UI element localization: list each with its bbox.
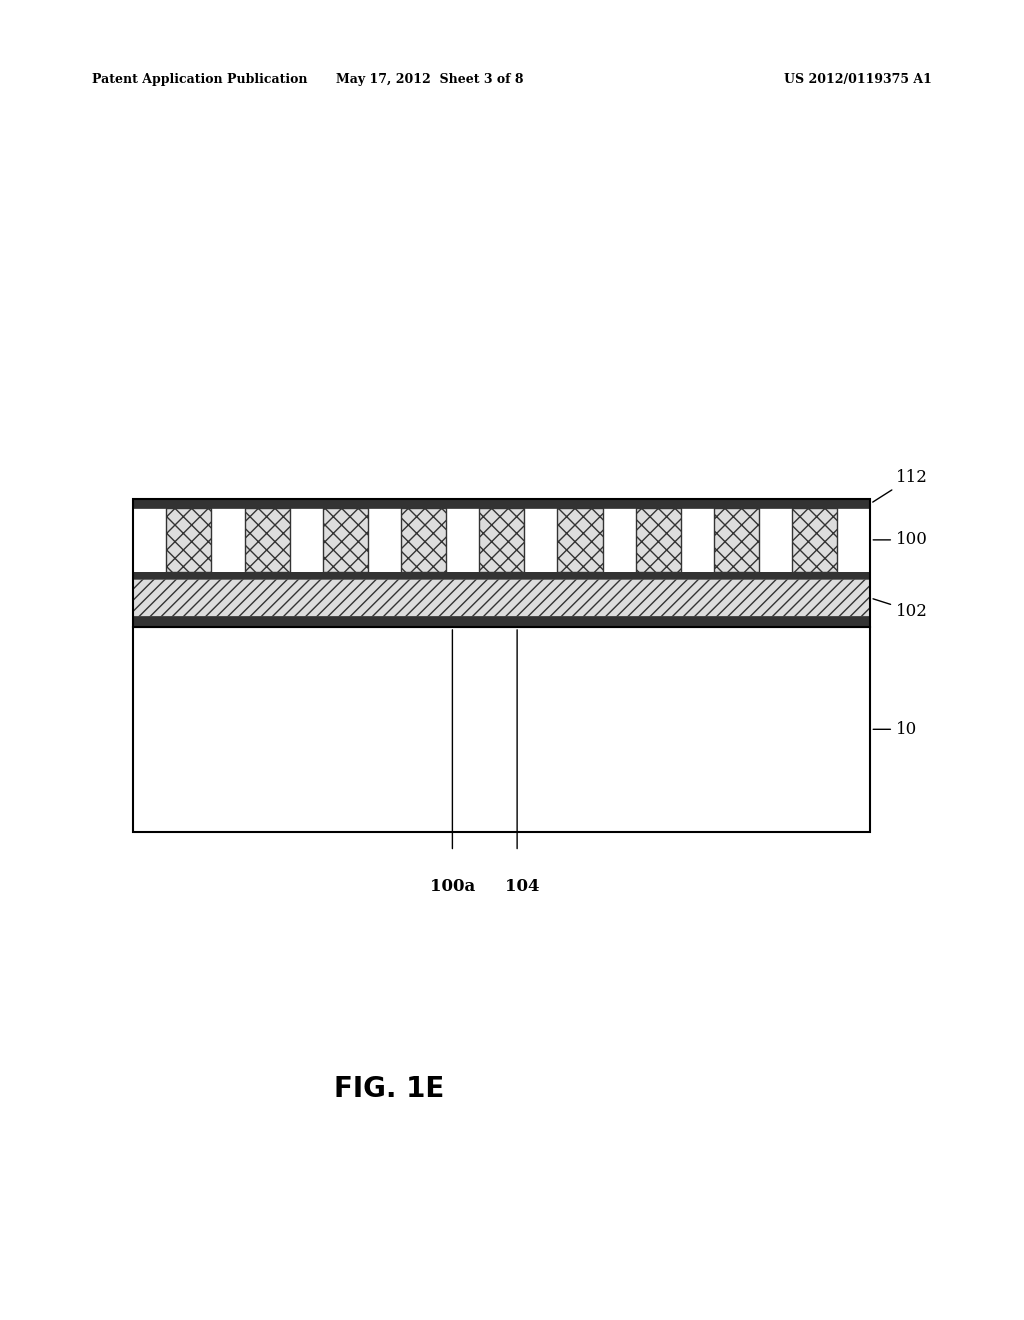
Bar xyxy=(401,508,446,572)
Bar xyxy=(133,572,870,579)
Text: 104: 104 xyxy=(505,878,540,895)
Bar xyxy=(323,508,368,572)
Bar xyxy=(245,508,290,572)
Text: 10: 10 xyxy=(873,721,918,738)
Text: Patent Application Publication: Patent Application Publication xyxy=(92,73,307,86)
Bar xyxy=(133,499,870,508)
Bar xyxy=(133,499,870,627)
Bar xyxy=(557,508,602,572)
Bar xyxy=(166,508,211,572)
Bar xyxy=(714,508,759,572)
Text: FIG. 1E: FIG. 1E xyxy=(334,1074,444,1104)
Text: May 17, 2012  Sheet 3 of 8: May 17, 2012 Sheet 3 of 8 xyxy=(336,73,524,86)
Bar xyxy=(133,616,870,627)
Text: 112: 112 xyxy=(872,469,928,502)
Bar xyxy=(479,508,524,572)
Text: 100a: 100a xyxy=(430,878,475,895)
Bar xyxy=(133,572,870,579)
Bar xyxy=(636,508,681,572)
Bar xyxy=(133,579,870,616)
Text: 102: 102 xyxy=(873,599,928,619)
Text: 100: 100 xyxy=(873,532,928,548)
Text: US 2012/0119375 A1: US 2012/0119375 A1 xyxy=(784,73,932,86)
Bar xyxy=(793,508,838,572)
FancyBboxPatch shape xyxy=(133,627,870,832)
